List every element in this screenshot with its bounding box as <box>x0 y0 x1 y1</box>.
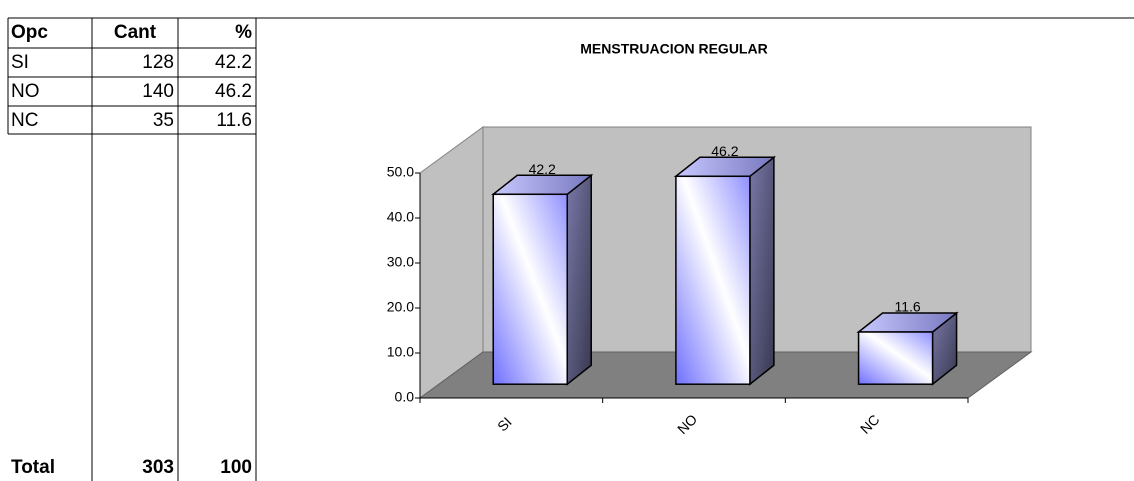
chart: 0.0 10.0 20.0 30.0 40.0 50.0 SI 42.2 NO 46.2 NC 11.… <box>387 126 1033 437</box>
chart-title: MENSTRUACION REGULAR <box>580 41 767 57</box>
table-header: Opc <box>11 22 48 43</box>
table-cell: NO <box>11 81 40 102</box>
table: Opc Cant % SI 128 42.2 NO 140 46.2 NC 35 11.6 Total 3… <box>7 17 257 481</box>
bar-front <box>675 175 751 385</box>
table-cell: Total <box>11 457 55 478</box>
y-tick-label: 10.0 <box>387 344 414 360</box>
y-tick-label: 20.0 <box>387 299 414 315</box>
bar <box>491 173 594 386</box>
table-cell: 46.2 <box>215 81 252 102</box>
y-tick-label: 40.0 <box>387 209 414 225</box>
bar-front <box>857 331 934 385</box>
x-tick-label: NO <box>674 411 700 437</box>
value-label: 46.2 <box>711 143 738 159</box>
y-tick-label: 50.0 <box>387 164 414 180</box>
side-wall <box>419 126 484 399</box>
y-tick-label: 30.0 <box>387 254 414 270</box>
x-tick-label: NC <box>857 411 883 437</box>
table-header: Cant <box>114 22 157 43</box>
table-cell: 100 <box>220 457 252 478</box>
bar-side <box>749 155 775 386</box>
y-tick-label: 0.0 <box>395 389 415 405</box>
bar <box>856 311 959 386</box>
table-cell: 303 <box>142 457 174 478</box>
table-cell: 128 <box>142 52 174 73</box>
table-cell: SI <box>11 52 29 73</box>
bar-front <box>492 193 568 385</box>
bar-side <box>566 173 592 386</box>
table-cell: 35 <box>153 110 174 131</box>
table-cell: 140 <box>142 81 174 102</box>
value-label: 42.2 <box>529 161 556 177</box>
table-header: % <box>235 22 252 43</box>
table-cell: 42.2 <box>215 52 252 73</box>
table-cell: 11.6 <box>216 110 252 131</box>
table-cell: NC <box>11 110 38 131</box>
x-tick-label: SI <box>494 414 515 435</box>
value-label: 11.6 <box>894 299 920 315</box>
bar <box>673 155 777 386</box>
